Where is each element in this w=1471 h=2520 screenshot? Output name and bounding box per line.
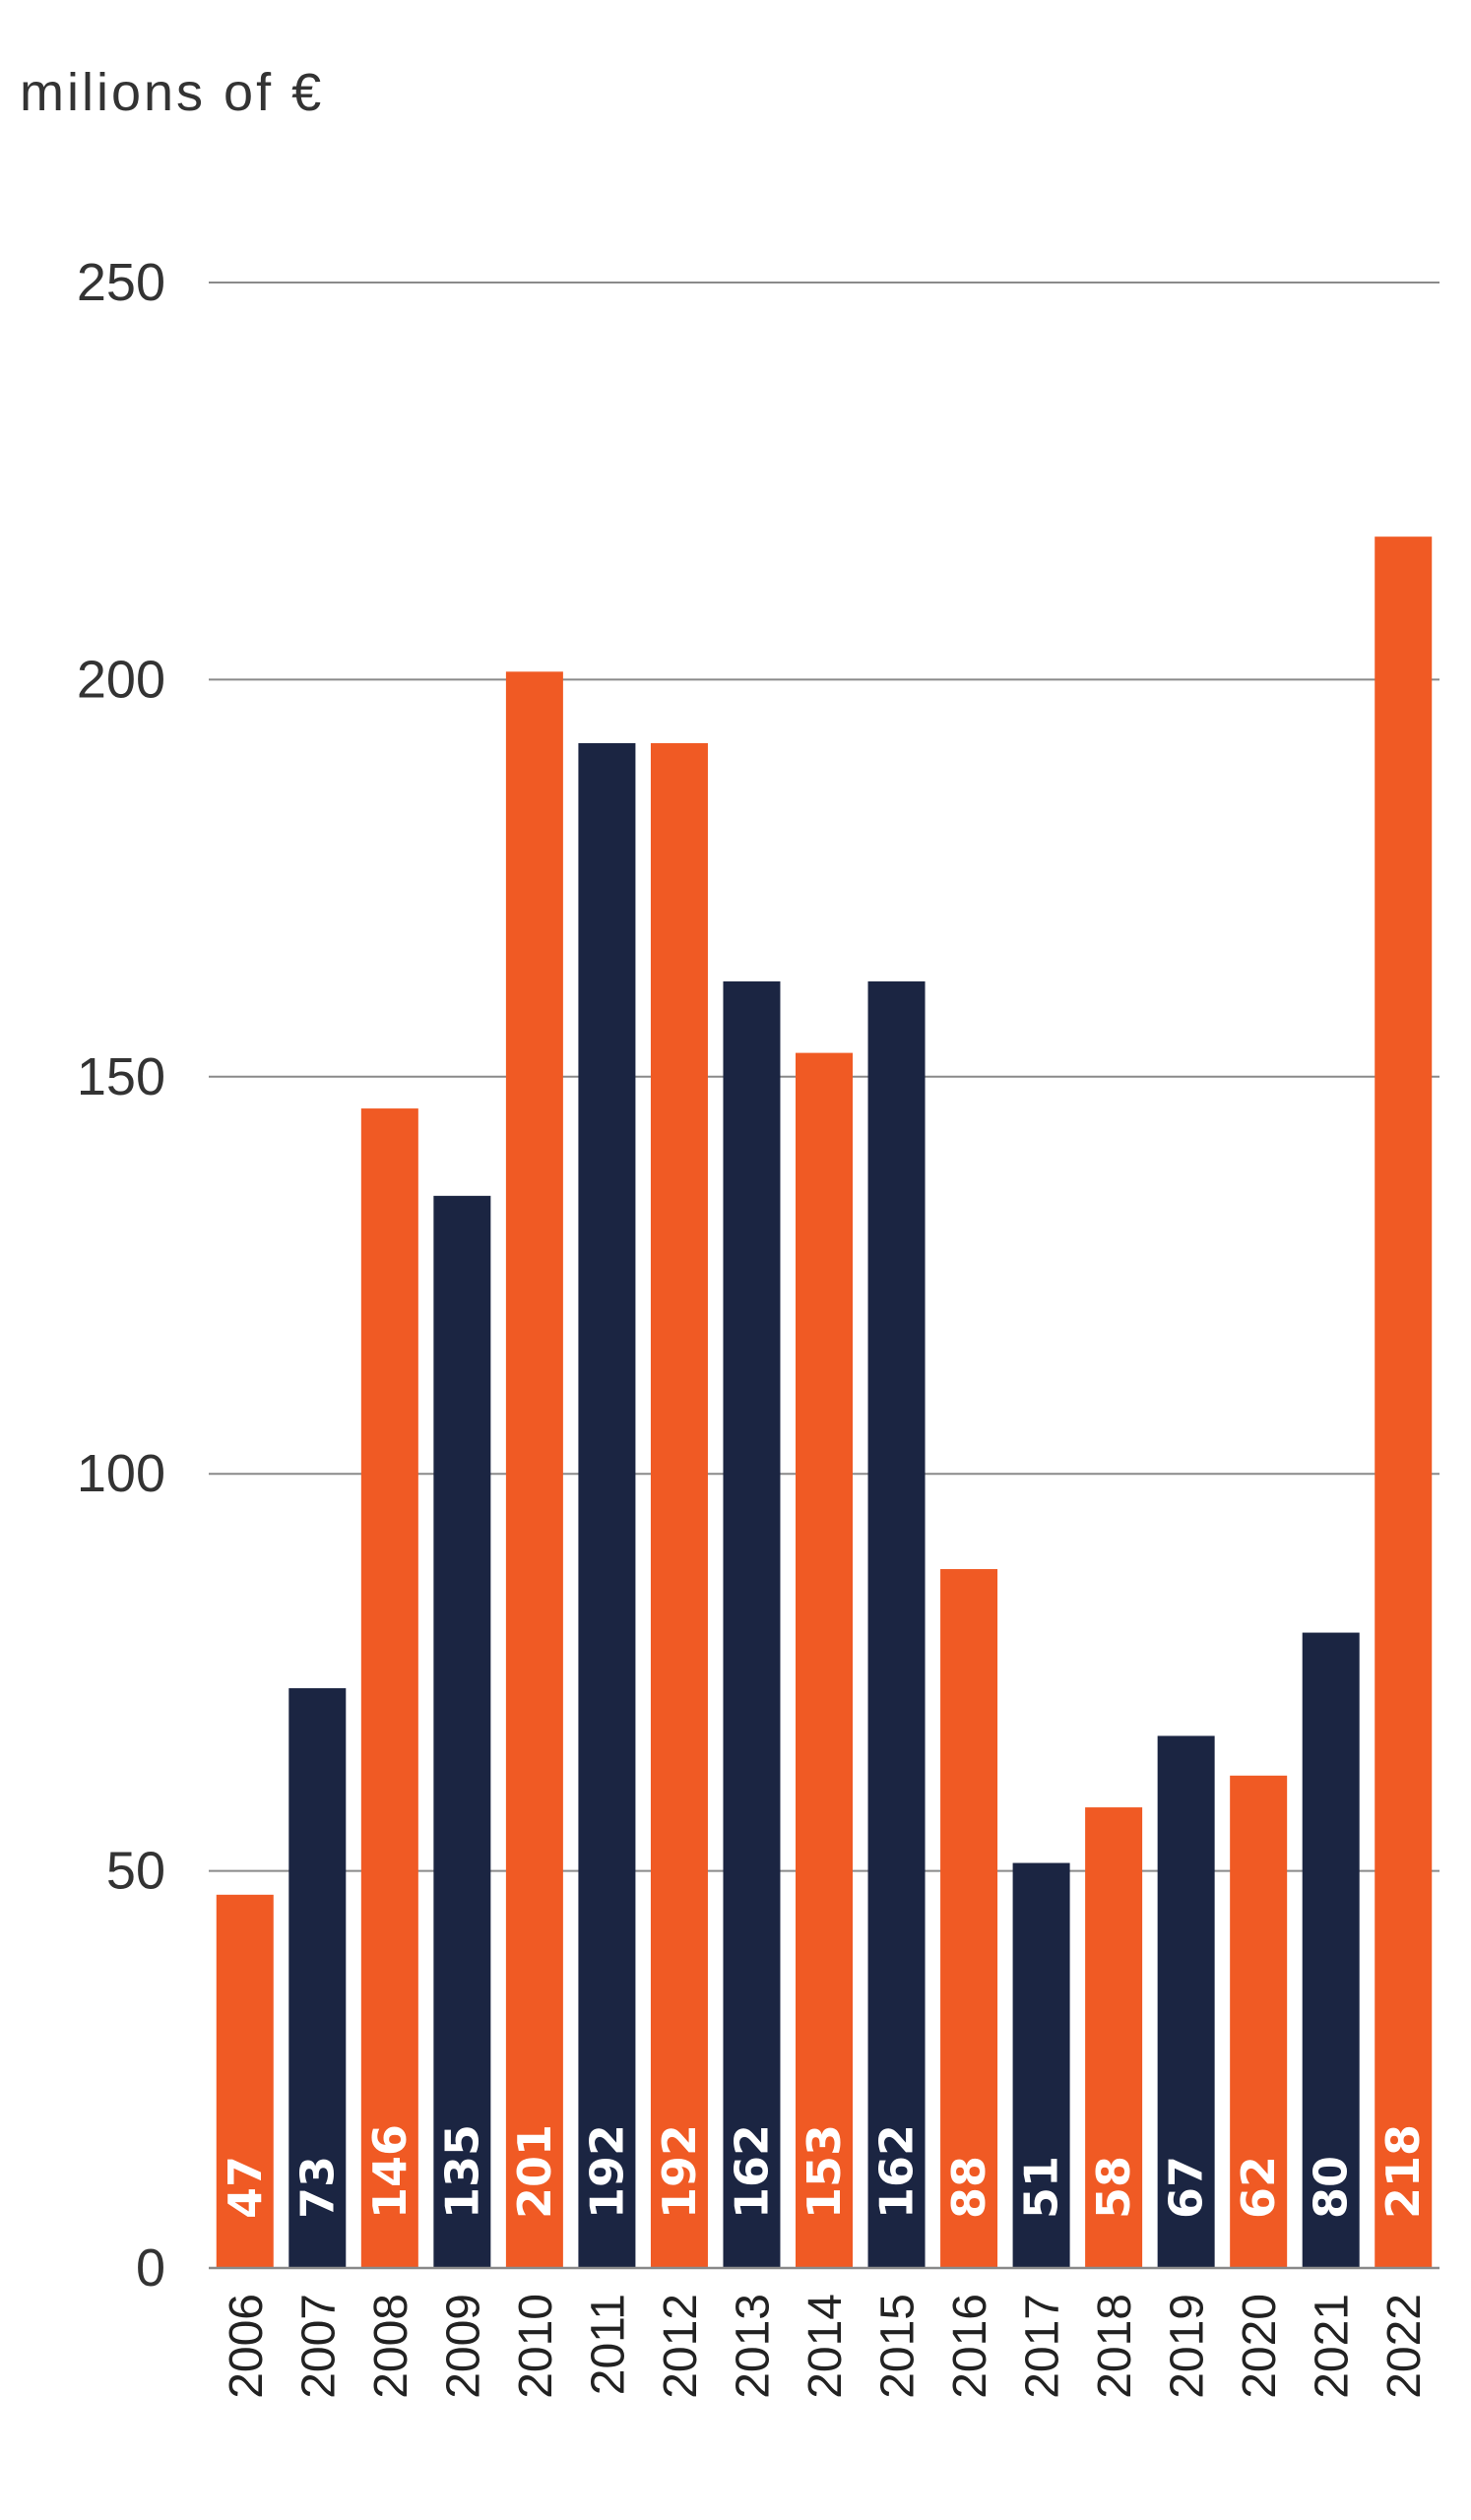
y-tick-label: 250 xyxy=(77,253,165,312)
y-tick-label: 200 xyxy=(77,650,165,709)
bar xyxy=(940,1569,998,2268)
bars xyxy=(216,536,1433,2268)
x-tick-label: 2013 xyxy=(727,2294,779,2399)
data-label: 162 xyxy=(870,2124,924,2219)
bar xyxy=(1230,1775,1288,2268)
x-tick-label: 2014 xyxy=(799,2294,852,2399)
x-tick-label: 2022 xyxy=(1378,2294,1431,2399)
data-label: 67 xyxy=(1160,2156,1213,2219)
y-axis-ticks: 0 50 100 150 200 250 xyxy=(77,253,165,2298)
x-tick-label: 2011 xyxy=(582,2294,634,2395)
y-tick-label: 150 xyxy=(77,1047,165,1106)
bar xyxy=(433,1195,491,2268)
y-tick-label: 50 xyxy=(106,1842,165,1901)
data-label: 58 xyxy=(1087,2156,1140,2219)
bar xyxy=(650,742,708,2268)
bar xyxy=(1375,536,1433,2268)
x-tick-label: 2006 xyxy=(221,2294,273,2399)
data-label: 146 xyxy=(363,2124,416,2219)
x-tick-label: 2017 xyxy=(1017,2294,1069,2399)
data-label: 153 xyxy=(798,2124,851,2219)
data-label: 80 xyxy=(1305,2156,1358,2219)
x-tick-label: 2008 xyxy=(365,2294,417,2399)
bar xyxy=(1012,1862,1070,2268)
data-label: 192 xyxy=(580,2124,633,2219)
x-tick-label: 2015 xyxy=(872,2294,925,2399)
bar xyxy=(216,1894,274,2268)
bar xyxy=(723,980,781,2268)
bar xyxy=(867,980,926,2268)
y-tick-label: 100 xyxy=(77,1444,165,1503)
data-label: 88 xyxy=(942,2156,995,2219)
x-tick-label: 2007 xyxy=(292,2294,345,2399)
x-axis-labels: 2006 2007 2008 2009 2010 2011 2012 2013 2014 2015… xyxy=(221,2294,1431,2399)
data-label: 73 xyxy=(290,2156,344,2219)
x-tick-label: 2012 xyxy=(655,2294,707,2399)
data-label: 135 xyxy=(435,2124,488,2219)
x-tick-label: 2009 xyxy=(437,2294,489,2399)
data-label: 218 xyxy=(1376,2124,1430,2219)
data-label: 201 xyxy=(508,2124,561,2219)
x-tick-label: 2019 xyxy=(1162,2294,1214,2399)
bar xyxy=(578,742,636,2268)
x-tick-label: 2020 xyxy=(1234,2294,1286,2399)
bar xyxy=(505,671,563,2268)
bar xyxy=(1302,1632,1360,2268)
x-tick-label: 2016 xyxy=(944,2294,996,2399)
data-label: 162 xyxy=(725,2124,778,2219)
x-tick-label: 2018 xyxy=(1089,2294,1141,2399)
data-label: 47 xyxy=(219,2156,272,2219)
x-tick-label: 2021 xyxy=(1307,2294,1359,2399)
data-label: 62 xyxy=(1232,2156,1285,2219)
bar xyxy=(1157,1735,1215,2268)
x-tick-label: 2010 xyxy=(510,2294,562,2399)
data-labels: 47 73 146 135 201 192 192 162 153 162 88 51 58 67 62 80… xyxy=(219,2124,1430,2219)
data-label: 192 xyxy=(653,2124,706,2219)
y-tick-label: 0 xyxy=(136,2238,165,2298)
data-label: 51 xyxy=(1015,2156,1068,2219)
bar xyxy=(288,1688,347,2268)
bar xyxy=(360,1108,418,2268)
bar xyxy=(1085,1807,1143,2268)
y-axis-unit-label: milions of € xyxy=(20,63,324,122)
bar xyxy=(796,1052,853,2268)
